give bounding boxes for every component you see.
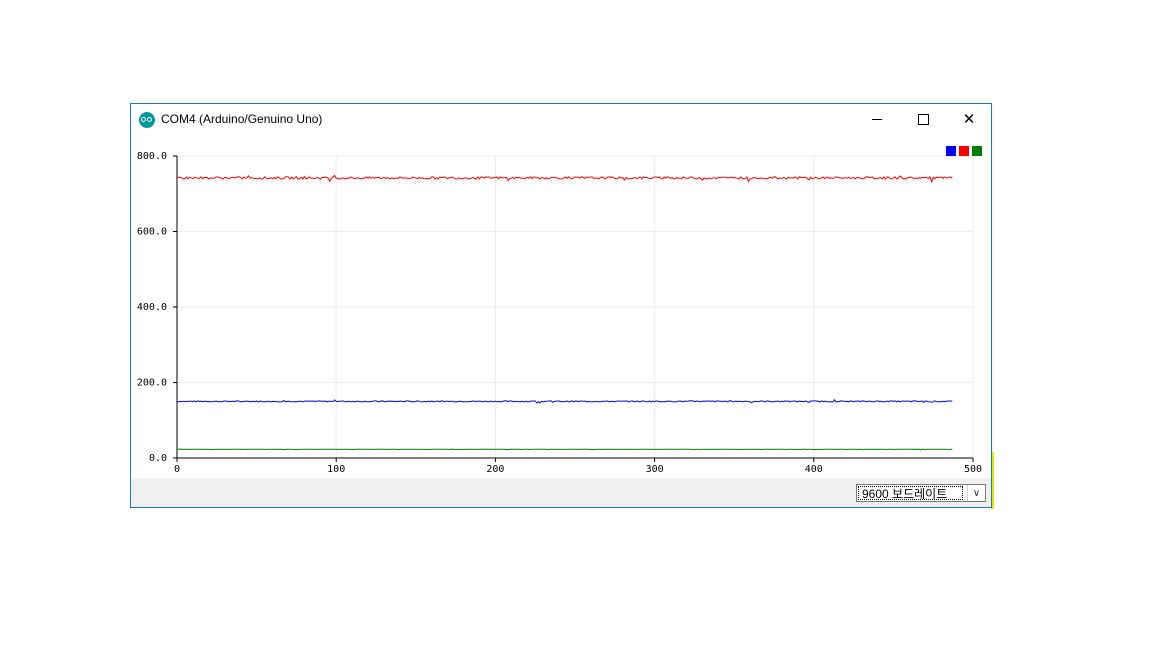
legend-swatch: [946, 146, 956, 156]
maximize-icon: [917, 113, 929, 125]
x-tick-label: 500: [964, 464, 982, 475]
series-line: [176, 398, 953, 404]
maximize-button[interactable]: [900, 104, 946, 134]
series-line: [176, 448, 953, 451]
title-bar[interactable]: COM4 (Arduino/Genuino Uno) ✕: [131, 104, 991, 136]
bottom-toolbar: 9600 보드레이트 ∨: [131, 478, 991, 507]
legend-swatch: [972, 146, 982, 156]
x-tick-label: 400: [805, 464, 823, 475]
minimize-button[interactable]: [854, 104, 900, 134]
y-tick-label: 600.0: [137, 227, 167, 238]
baud-rate-value: 9600 보드레이트: [858, 486, 963, 500]
legend-swatch: [959, 146, 969, 156]
arduino-icon: [139, 112, 155, 128]
window-title: COM4 (Arduino/Genuino Uno): [161, 112, 323, 126]
baud-rate-dropdown[interactable]: 9600 보드레이트 ∨: [856, 484, 986, 502]
chevron-down-icon: ∨: [967, 485, 985, 501]
minimize-icon: [872, 118, 882, 120]
y-tick-label: 800.0: [137, 151, 167, 162]
y-tick-label: 200.0: [137, 378, 167, 389]
x-tick-label: 200: [486, 464, 504, 475]
x-tick-label: 100: [327, 464, 345, 475]
serial-plot-chart: 0.0 200.0 400.0 600.0 800.0 0 100 200 300 400 500: [137, 146, 982, 475]
close-icon: ✕: [962, 111, 976, 128]
background-window-edge: [991, 103, 994, 452]
y-tick-label: 400.0: [137, 302, 167, 313]
y-tick-label: 0.0: [149, 453, 167, 464]
x-tick-label: 0: [174, 464, 180, 475]
serial-plotter-window: COM4 (Arduino/Genuino Uno) ✕ 0.0 200.0 400…: [130, 103, 992, 508]
x-tick-label: 300: [646, 464, 664, 475]
close-button[interactable]: ✕: [946, 104, 992, 134]
series-line: [176, 174, 953, 184]
background-window-edge-yellow: [991, 452, 994, 509]
